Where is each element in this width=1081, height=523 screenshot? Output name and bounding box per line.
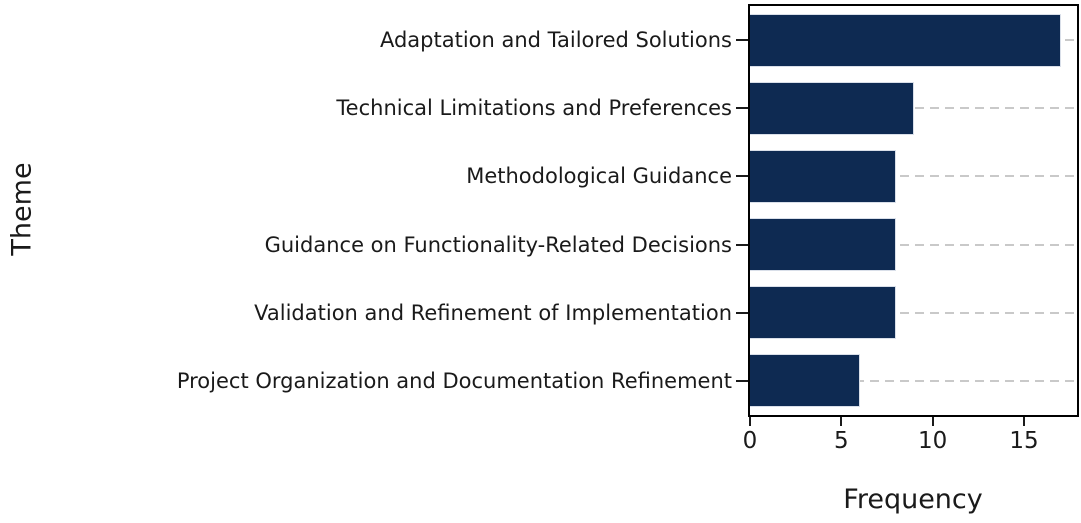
category-label: Technical Limitations and Preferences bbox=[336, 96, 732, 121]
y-tick-mark bbox=[736, 311, 748, 314]
bar-1 bbox=[750, 13, 1061, 67]
x-tick-label: 15 bbox=[1009, 428, 1039, 454]
x-tick-mark bbox=[749, 417, 751, 426]
category-label: Guidance on Functionality-Related Decisi… bbox=[264, 232, 732, 257]
gridline bbox=[750, 311, 1077, 314]
gridline bbox=[750, 243, 1077, 246]
x-tick-mark bbox=[931, 417, 934, 426]
y-tick-mark bbox=[736, 243, 748, 246]
gridline bbox=[750, 379, 1077, 382]
x-tick-mark bbox=[1023, 417, 1026, 426]
x-tick-label: 10 bbox=[918, 428, 948, 454]
bar-3 bbox=[750, 149, 897, 203]
bar-2 bbox=[750, 81, 915, 135]
bar-4 bbox=[750, 218, 897, 272]
x-axis-title: Frequency bbox=[843, 484, 983, 515]
category-label: Methodological Guidance bbox=[466, 164, 732, 189]
category-label: Adaptation and Tailored Solutions bbox=[379, 28, 732, 53]
y-tick-mark bbox=[736, 39, 748, 42]
x-tick-label: 0 bbox=[742, 428, 758, 454]
y-tick-mark bbox=[736, 175, 748, 178]
y-tick-mark bbox=[736, 379, 748, 382]
category-label: Validation and Refinement of Implementat… bbox=[254, 300, 732, 325]
bar-5 bbox=[750, 286, 897, 340]
gridline bbox=[750, 175, 1077, 178]
bar-6 bbox=[750, 354, 860, 408]
x-tick-label: 5 bbox=[834, 428, 849, 454]
plot-area bbox=[748, 4, 1079, 417]
category-label: Project Organization and Documentation R… bbox=[176, 368, 732, 393]
x-tick-mark bbox=[840, 417, 843, 426]
y-tick-mark bbox=[736, 107, 748, 110]
